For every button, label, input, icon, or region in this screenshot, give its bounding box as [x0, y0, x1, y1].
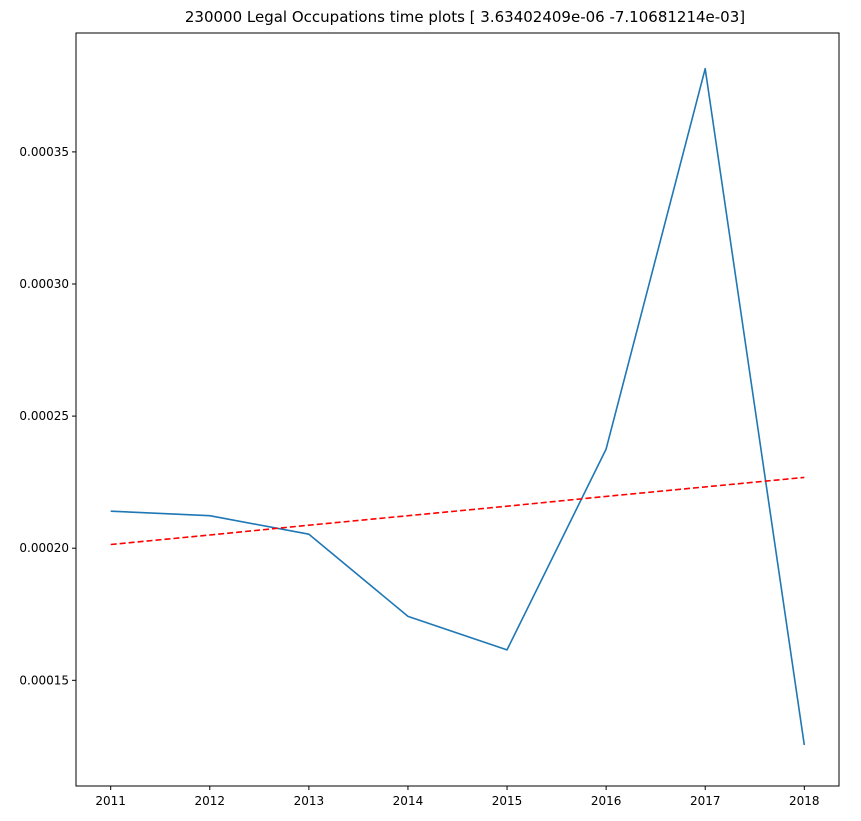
- trend-line: [110, 476, 805, 546]
- y-tick-label: 0.00025: [19, 409, 69, 423]
- y-tick-label: 0.00020: [19, 541, 69, 555]
- x-tick-label: 2011: [95, 794, 126, 808]
- plot-frame: [75, 32, 840, 787]
- axes: 2011 2012 2013 2014 2015 2016 2017 2018 0.00015 0…: [19, 145, 819, 808]
- y-tick-label: 0.00015: [19, 673, 69, 687]
- x-tick-label: 2018: [789, 794, 820, 808]
- x-tick-label: 2017: [690, 794, 721, 808]
- data-series-line: [110, 67, 806, 746]
- x-tick-label: 2013: [294, 794, 325, 808]
- x-tick-label: 2016: [591, 794, 622, 808]
- x-tick-label: 2015: [492, 794, 523, 808]
- plot-series: [110, 67, 806, 746]
- x-tick-label: 2014: [393, 794, 424, 808]
- y-tick-label: 0.00030: [19, 277, 69, 291]
- chart-title: 230000 Legal Occupations time plots [ 3.…: [185, 8, 745, 26]
- x-tick-label: 2012: [194, 794, 225, 808]
- y-tick-label: 0.00035: [19, 145, 69, 159]
